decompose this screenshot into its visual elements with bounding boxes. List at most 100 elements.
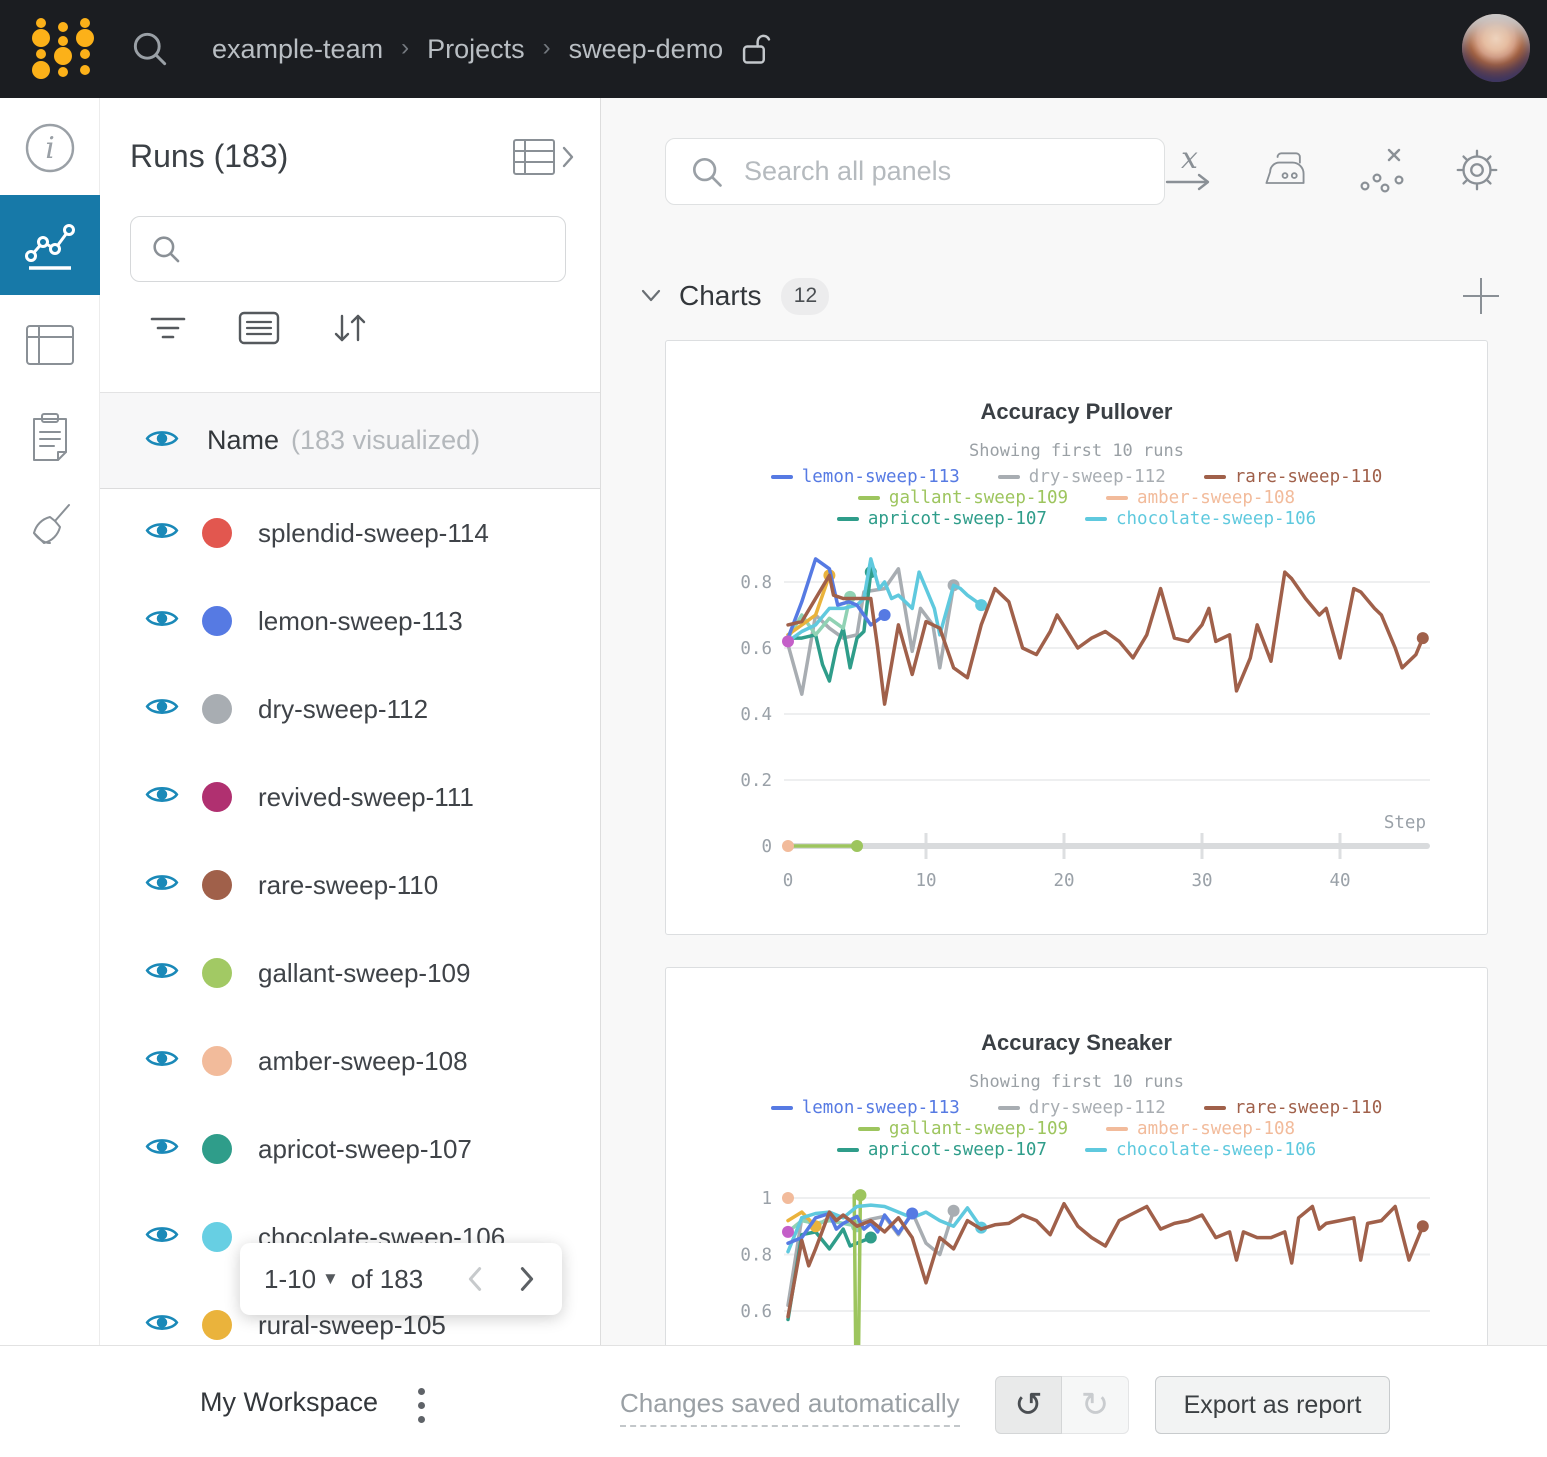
- avatar[interactable]: [1462, 14, 1530, 82]
- run-name[interactable]: rare-sweep-110: [258, 869, 439, 900]
- visibility-eye-icon[interactable]: [145, 1311, 179, 1334]
- run-color-dot: [202, 782, 232, 812]
- export-report-button[interactable]: Export as report: [1155, 1376, 1390, 1434]
- x-axis-settings-button[interactable]: x: [1163, 136, 1215, 204]
- collapse-section-button[interactable]: [639, 287, 663, 305]
- legend-run-name: chocolate-sweep-106: [1115, 1140, 1317, 1160]
- legend-item[interactable]: dry-sweep-112: [997, 467, 1166, 487]
- display-settings-button[interactable]: [238, 311, 280, 350]
- panels-search: [665, 138, 1165, 205]
- autosave-status[interactable]: Changes saved automatically: [620, 1388, 960, 1427]
- wandb-logo[interactable]: [20, 7, 106, 91]
- caret-down-icon[interactable]: ▼: [322, 1269, 339, 1288]
- visibility-eye-icon[interactable]: [145, 1223, 179, 1246]
- rail-item-overview[interactable]: i: [0, 98, 100, 198]
- chart-panel-accuracy-pullover[interactable]: Accuracy Pullover Showing first 10 runs …: [665, 340, 1488, 935]
- charts-count-badge: 12: [781, 277, 830, 315]
- legend-item[interactable]: lemon-sweep-113: [770, 467, 960, 487]
- x-tick-label: 20: [1053, 871, 1074, 891]
- rail-item-table[interactable]: [0, 295, 100, 395]
- chevron-down-icon: [641, 289, 661, 302]
- panels-search-input[interactable]: [744, 156, 1164, 187]
- run-row[interactable]: lemon-sweep-113: [100, 577, 600, 665]
- redo-button[interactable]: ↻: [1062, 1376, 1129, 1434]
- workspace-title[interactable]: My Workspace: [200, 1387, 379, 1417]
- sort-button[interactable]: [330, 310, 370, 351]
- search-icon[interactable]: [128, 27, 172, 71]
- run-row[interactable]: rare-sweep-110: [100, 841, 600, 929]
- left-rail: i: [0, 98, 100, 1345]
- next-page-button[interactable]: [516, 1264, 538, 1294]
- legend-item[interactable]: gallant-sweep-109: [857, 488, 1068, 508]
- run-name[interactable]: dry-sweep-112: [258, 693, 429, 724]
- y-tick-label: 0: [761, 837, 772, 857]
- visibility-eye-icon[interactable]: [145, 607, 179, 630]
- visibility-eye-icon[interactable]: [145, 427, 179, 450]
- series-line: [786, 595, 852, 640]
- breadcrumb-projects[interactable]: Projects: [427, 33, 525, 64]
- remove-outliers-button[interactable]: [1355, 136, 1407, 204]
- run-row[interactable]: dry-sweep-112: [100, 665, 600, 753]
- legend-item[interactable]: rare-sweep-110: [1203, 1098, 1382, 1118]
- run-name[interactable]: amber-sweep-108: [258, 1045, 468, 1076]
- visibility-eye-icon[interactable]: [145, 871, 179, 894]
- chart-panel-accuracy-sneaker[interactable]: Accuracy Sneaker Showing first 10 runs l…: [665, 967, 1488, 1345]
- unlock-icon: [743, 34, 771, 64]
- chart-plot[interactable]: 0 0.2 0.4 0.6 0.8 0 10 20 30 40 Step: [666, 546, 1489, 936]
- run-row[interactable]: apricot-sweep-107: [100, 1105, 600, 1193]
- visibility-eye-icon[interactable]: [145, 959, 179, 982]
- visibility-eye-icon[interactable]: [145, 519, 179, 542]
- legend-run-name: chocolate-sweep-106: [1115, 509, 1317, 529]
- legend-item[interactable]: amber-sweep-108: [1106, 1119, 1295, 1139]
- legend-item[interactable]: dry-sweep-112: [997, 1098, 1166, 1118]
- add-panel-button[interactable]: [1459, 274, 1503, 318]
- runs-search-input[interactable]: [197, 235, 565, 263]
- workspace-menu-kebab-icon[interactable]: [414, 1384, 429, 1427]
- legend-item[interactable]: chocolate-sweep-106: [1084, 509, 1317, 529]
- prev-page-button[interactable]: [464, 1264, 486, 1294]
- chart-subtitle: Showing first 10 runs: [969, 1072, 1184, 1092]
- run-color-dot: [202, 870, 232, 900]
- legend-item[interactable]: rare-sweep-110: [1203, 467, 1382, 487]
- breadcrumb-project[interactable]: sweep-demo: [568, 33, 724, 64]
- toggle-all-visibility-eye-icon[interactable]: [145, 427, 179, 455]
- legend-dash: [836, 1147, 859, 1153]
- chart-plot[interactable]: 0.6 0.8 1: [666, 1183, 1489, 1345]
- charts-section-label: Charts: [679, 280, 762, 311]
- visibility-eye-icon[interactable]: [145, 1047, 179, 1070]
- filter-button[interactable]: [148, 313, 188, 348]
- run-name[interactable]: apricot-sweep-107: [258, 1133, 472, 1164]
- series-end-dot: [782, 1192, 794, 1204]
- run-name[interactable]: lemon-sweep-113: [258, 605, 463, 636]
- smoothing-button[interactable]: [1259, 136, 1311, 204]
- visibility-eye-icon[interactable]: [145, 783, 179, 806]
- run-name[interactable]: revived-sweep-111: [258, 781, 474, 812]
- legend-run-name: dry-sweep-112: [1028, 467, 1166, 487]
- run-row[interactable]: splendid-sweep-114: [100, 489, 600, 577]
- legend-item[interactable]: chocolate-sweep-106: [1084, 1140, 1317, 1160]
- visibility-eye-icon[interactable]: [145, 695, 179, 718]
- page-range[interactable]: 1-10: [264, 1263, 317, 1294]
- y-tick-label: 0.6: [740, 639, 772, 659]
- rail-item-sweeps[interactable]: [0, 476, 100, 576]
- legend-item[interactable]: apricot-sweep-107: [836, 509, 1047, 529]
- chart-title: Accuracy Sneaker: [981, 1030, 1172, 1055]
- run-name[interactable]: splendid-sweep-114: [258, 517, 489, 548]
- run-row[interactable]: revived-sweep-111: [100, 753, 600, 841]
- legend-item[interactable]: amber-sweep-108: [1106, 488, 1295, 508]
- svg-text:x: x: [1181, 142, 1198, 176]
- legend-item[interactable]: gallant-sweep-109: [857, 1119, 1068, 1139]
- legend-item[interactable]: lemon-sweep-113: [770, 1098, 960, 1118]
- visibility-eye-icon[interactable]: [145, 1135, 179, 1158]
- undo-button[interactable]: ↺: [995, 1376, 1062, 1434]
- expand-runs-table-button[interactable]: [512, 138, 576, 176]
- workspace-settings-button[interactable]: [1451, 136, 1503, 204]
- rail-item-workspace[interactable]: [0, 195, 100, 295]
- legend-dash: [1203, 1105, 1226, 1111]
- run-row[interactable]: amber-sweep-108: [100, 1017, 600, 1105]
- breadcrumb-team[interactable]: example-team: [212, 33, 384, 64]
- run-row[interactable]: gallant-sweep-109: [100, 929, 600, 1017]
- run-name[interactable]: gallant-sweep-109: [258, 957, 471, 988]
- legend-item[interactable]: apricot-sweep-107: [836, 1140, 1047, 1160]
- rail-item-logs[interactable]: [0, 388, 100, 488]
